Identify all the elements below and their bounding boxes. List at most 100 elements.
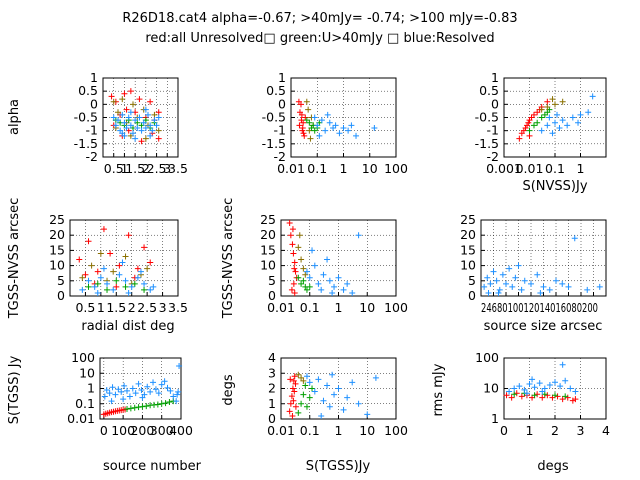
- data-point-blue-6: [330, 125, 337, 132]
- data-point-blue-8: [541, 385, 548, 392]
- data-point-blue-5: [526, 381, 533, 388]
- data-point-blue-28: [119, 130, 126, 137]
- data-point-blue-3: [487, 280, 494, 287]
- data-point-red-6: [525, 119, 532, 126]
- x-axis-label: radial dist deg: [81, 319, 174, 334]
- data-point-red-10: [147, 98, 154, 105]
- data-point-red-3: [289, 241, 296, 248]
- data-point-red-9: [544, 392, 551, 399]
- data-point-red-4: [100, 226, 107, 233]
- data-point-red-1: [516, 135, 523, 142]
- data-point-red-10: [302, 114, 309, 121]
- y-tick-label-5: 20: [460, 227, 476, 242]
- data-point-green-3: [300, 391, 307, 398]
- data-point-blue-12: [349, 289, 356, 296]
- data-point-olive-4: [302, 271, 309, 278]
- data-point-green-7: [141, 286, 148, 293]
- data-point-red-12: [113, 283, 120, 290]
- data-point-blue-9: [575, 119, 582, 126]
- data-point-blue-16: [540, 283, 547, 290]
- data-point-green-1: [511, 391, 518, 398]
- data-point-blue-14: [119, 259, 126, 266]
- data-point-red-9: [301, 132, 308, 139]
- y-tick-label-2: 1: [268, 396, 276, 411]
- data-point-red-2: [508, 394, 515, 401]
- data-point-blue-15: [140, 119, 147, 126]
- x-tick-label-4: 10: [359, 423, 375, 438]
- data-point-green-5: [303, 286, 310, 293]
- y-axis-label: S(TGSS) Jy: [7, 355, 22, 424]
- x-tick-label-4: 10: [362, 161, 378, 176]
- x-tick-label-1: 0.01: [267, 423, 295, 438]
- y-tick-label-6: 0.5: [266, 83, 286, 98]
- data-point-red-1: [286, 408, 293, 415]
- data-point-green-5: [122, 283, 129, 290]
- data-point-blue-3: [311, 262, 318, 269]
- y-tick-label-2: -1.5: [74, 136, 98, 151]
- data-point-blue-14: [528, 280, 534, 287]
- data-point-blue-22: [584, 286, 591, 293]
- data-point-red-13: [134, 265, 141, 272]
- data-point-blue-11: [585, 109, 592, 116]
- data-point-blue-8: [503, 280, 509, 287]
- data-point-red-4: [518, 393, 525, 400]
- data-point-red-13: [544, 98, 551, 105]
- data-point-blue-9: [335, 385, 342, 392]
- data-point-blue-6: [324, 382, 331, 389]
- data-point-blue-2: [484, 274, 491, 281]
- data-point-blue-26: [518, 286, 525, 293]
- y-tick-label-5: 0: [90, 96, 98, 111]
- data-point-blue-1: [311, 114, 318, 121]
- data-point-blue-11: [141, 280, 148, 287]
- x-axis-label: degs: [537, 459, 569, 474]
- data-point-blue-3: [516, 383, 523, 390]
- data-point-blue-3: [106, 390, 113, 397]
- data-point-red-11: [287, 376, 294, 383]
- data-point-blue-12: [349, 379, 356, 386]
- data-point-red-14: [526, 132, 533, 139]
- data-point-blue-9: [340, 125, 347, 132]
- y-tick-label-5: 100: [71, 350, 95, 365]
- data-point-blue-2: [112, 122, 119, 129]
- data-point-green-11: [162, 400, 169, 407]
- data-point-blue-7: [116, 271, 123, 278]
- y-tick-label-3: 2: [268, 381, 276, 396]
- data-point-green-3: [104, 286, 111, 293]
- y-tick-label-3: 10: [260, 258, 276, 273]
- data-point-blue-27: [537, 289, 544, 296]
- data-point-blue-9: [506, 265, 513, 272]
- data-point-blue-6: [496, 286, 503, 293]
- x-tick-label-5: 400: [169, 423, 193, 438]
- data-point-blue-18: [147, 122, 154, 129]
- data-point-blue-13: [355, 400, 362, 407]
- series-olive: [79, 250, 151, 287]
- y-tick-label-7: 1: [491, 70, 499, 85]
- x-tick-label-2: 100: [111, 423, 135, 438]
- data-point-olive-1: [110, 98, 117, 105]
- data-point-blue-6: [110, 286, 117, 293]
- data-point-blue-10: [552, 379, 558, 386]
- data-point-red-6: [297, 101, 304, 108]
- x-tick-label-2: 0.1: [300, 300, 320, 315]
- data-point-green-5: [303, 403, 310, 410]
- data-point-olive-3: [549, 96, 556, 103]
- data-point-blue-4: [315, 376, 322, 383]
- y-axis-label: degs: [221, 374, 236, 406]
- data-point-red-11: [296, 122, 303, 129]
- data-point-green-3: [300, 277, 307, 284]
- data-point-blue-21: [153, 122, 160, 129]
- data-point-blue-16: [329, 289, 336, 296]
- data-point-blue-20: [155, 390, 162, 397]
- data-point-blue-18: [553, 277, 559, 284]
- data-point-red-6: [292, 268, 299, 275]
- data-point-blue-8: [125, 114, 132, 121]
- data-point-red-9: [530, 111, 537, 118]
- y-tick-label-3: -1: [86, 123, 98, 138]
- data-point-blue-6: [121, 119, 128, 126]
- data-point-blue-5: [326, 119, 333, 126]
- data-point-blue-1: [506, 388, 513, 395]
- data-point-red-4: [289, 385, 296, 392]
- data-point-blue-4: [109, 384, 116, 391]
- data-point-blue-18: [150, 379, 157, 386]
- data-point-red-10: [292, 380, 299, 387]
